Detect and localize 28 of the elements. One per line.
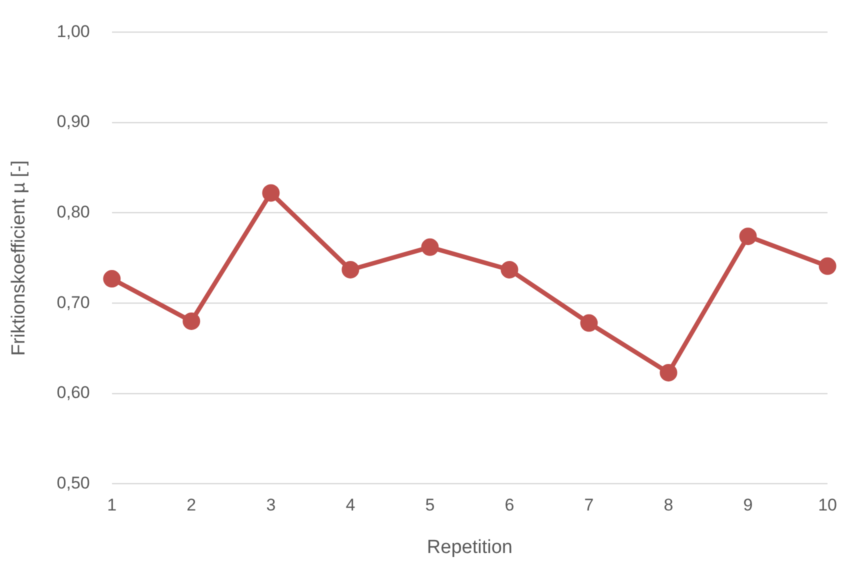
x-tick-label: 2	[186, 496, 196, 515]
x-tick-label: 6	[504, 496, 514, 515]
point	[182, 312, 200, 330]
x-tick-label: 5	[425, 496, 435, 515]
point	[818, 257, 836, 275]
y-tick-label: 0,80	[56, 202, 90, 222]
y-tick-label: 0,70	[56, 292, 90, 312]
x-axis-title: Repetition	[426, 536, 512, 558]
point	[739, 228, 757, 246]
x-tick-label: 3	[266, 496, 276, 515]
x-tick-label: 9	[743, 496, 753, 515]
point	[262, 184, 280, 202]
point	[580, 314, 598, 332]
x-tick-label: 1	[107, 496, 117, 515]
x-tick-label: 8	[664, 496, 674, 515]
point	[500, 260, 518, 278]
point	[103, 270, 121, 288]
x-tick-label: 7	[584, 496, 594, 515]
y-axis-title: Friktionskoefficient µ [-]	[8, 160, 30, 356]
y-tick-label: 0,60	[56, 383, 90, 402]
x-tick-label: 10	[818, 496, 838, 515]
y-tick-label: 1,00	[56, 22, 90, 41]
y-tick-label: 0,50	[56, 473, 90, 492]
point	[660, 364, 678, 382]
point	[342, 260, 360, 278]
point	[421, 238, 439, 256]
x-tick-label: 4	[346, 496, 356, 515]
y-tick-label: 0,90	[56, 112, 90, 132]
